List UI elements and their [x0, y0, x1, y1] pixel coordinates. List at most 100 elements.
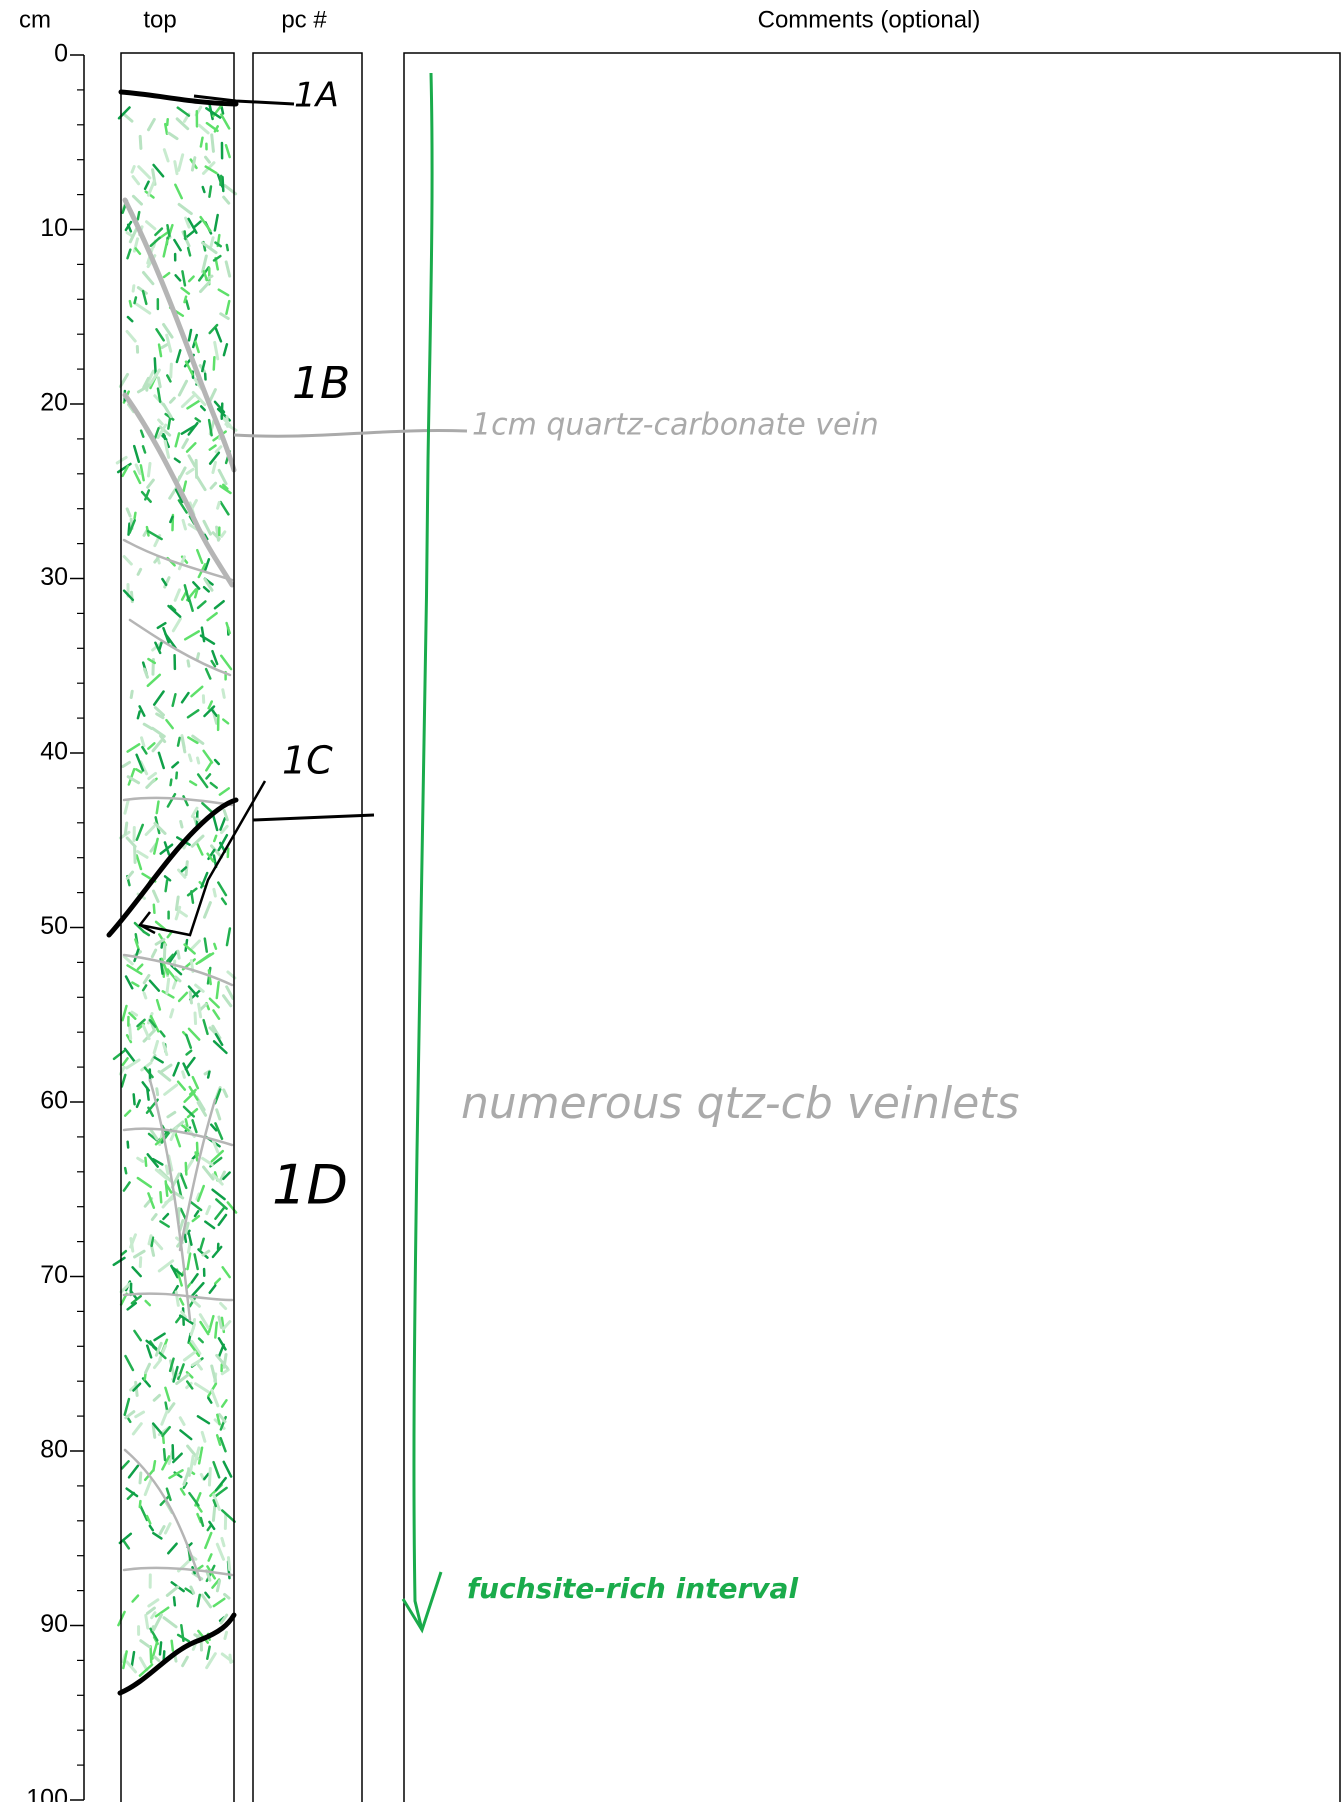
mineral-fleck	[212, 1460, 221, 1479]
mineral-fleck	[130, 1294, 142, 1305]
mineral-fleck	[179, 1172, 188, 1190]
mineral-fleck	[152, 903, 156, 915]
mineral-fleck	[138, 1656, 149, 1672]
mineral-fleck	[226, 1201, 238, 1214]
mineral-fleck	[215, 1542, 226, 1561]
mineral-fleck	[200, 241, 218, 255]
mineral-fleck	[146, 179, 156, 197]
mineral-fleck	[122, 954, 134, 966]
mineral-fleck	[174, 432, 181, 448]
mineral-fleck	[180, 1310, 187, 1319]
mineral-fleck	[187, 275, 195, 283]
mineral-fleck	[213, 1277, 222, 1285]
mineral-fleck	[142, 722, 154, 730]
mineral-fleck	[169, 604, 177, 612]
mineral-fleck	[147, 117, 156, 132]
mineral-fleck	[165, 1487, 172, 1502]
mineral-fleck	[156, 621, 167, 630]
mineral-fleck	[174, 895, 180, 912]
mineral-fleck	[158, 425, 172, 437]
mineral-fleck	[211, 812, 219, 832]
mineral-fleck	[139, 429, 145, 438]
depth-unit-header: cm	[19, 6, 51, 33]
mineral-fleck	[225, 927, 232, 947]
mineral-fleck	[188, 1085, 199, 1101]
depth-tick-label: 70	[40, 1261, 68, 1289]
mineral-fleck	[187, 328, 193, 342]
mineral-fleck	[217, 881, 228, 897]
mineral-fleck	[127, 1464, 140, 1479]
mineral-fleck	[154, 641, 162, 655]
mineral-fleck	[166, 374, 172, 383]
mineral-fleck	[151, 739, 163, 753]
mineral-fleck	[159, 1190, 163, 1204]
mineral-fleck	[191, 1075, 200, 1090]
mineral-fleck	[162, 271, 171, 279]
mineral-fleck	[194, 1151, 199, 1162]
mineral-fleck	[208, 451, 221, 465]
mineral-fleck	[166, 1542, 178, 1555]
mineral-fleck	[155, 998, 162, 1011]
depth-tick-label: 20	[40, 389, 68, 417]
mineral-fleck	[148, 1018, 157, 1028]
mineral-fleck	[177, 991, 189, 1003]
mineral-fleck	[148, 979, 161, 992]
mineral-fleck	[217, 468, 228, 486]
mineral-fleck	[169, 1008, 175, 1019]
mineral-fleck	[210, 659, 217, 668]
mineral-fleck	[184, 216, 191, 229]
mineral-fleck	[124, 1354, 135, 1372]
mineral-fleck	[159, 1063, 173, 1074]
mineral-fleck	[169, 1126, 179, 1142]
mineral-fleck	[176, 949, 181, 960]
depth-tick-label: 30	[40, 563, 68, 591]
mineral-fleck	[131, 175, 141, 186]
mineral-fleck	[180, 736, 187, 754]
mineral-fleck	[207, 969, 212, 986]
mineral-fleck	[190, 939, 201, 950]
mineral-fleck	[171, 1284, 179, 1296]
mineral-fleck	[211, 1024, 221, 1039]
mineral-fleck	[217, 1213, 228, 1227]
mineral-fleck	[159, 1495, 170, 1507]
mineral-fleck	[162, 1212, 170, 1221]
mineral-fleck	[122, 1181, 131, 1192]
mineral-fleck	[130, 165, 136, 174]
mineral-fleck	[148, 368, 161, 386]
mineral-fleck	[126, 743, 141, 753]
mineral-fleck	[211, 1173, 224, 1186]
mineral-fleck	[176, 106, 191, 117]
mineral-fleck	[141, 445, 147, 454]
piece-label: 1C	[282, 739, 333, 783]
mineral-fleck	[168, 1469, 184, 1480]
mineral-fleck	[155, 1087, 160, 1097]
mineral-fleck	[161, 1041, 169, 1057]
mineral-fleck	[132, 1093, 136, 1106]
depth-tick-label: 100	[26, 1785, 68, 1802]
mineral-fleck	[199, 1320, 210, 1336]
mineral-fleck	[210, 1388, 220, 1408]
mineral-fleck	[196, 1184, 205, 1203]
mineral-fleck	[149, 1015, 160, 1033]
mineral-fleck	[183, 630, 200, 641]
mineral-fleck	[207, 418, 213, 437]
mineral-fleck	[133, 470, 142, 485]
mineral-fleck	[125, 870, 135, 880]
mineral-fleck	[188, 1341, 201, 1357]
mineral-fleck	[160, 1409, 169, 1426]
mineral-fleck	[156, 376, 162, 389]
mineral-fleck	[136, 1156, 145, 1163]
mineral-fleck	[122, 1540, 131, 1550]
mineral-fleck	[142, 973, 151, 985]
mineral-fleck	[162, 239, 169, 258]
mineral-fleck	[180, 286, 191, 295]
mineral-fleck	[189, 1454, 195, 1474]
mineral-fleck	[120, 1460, 130, 1470]
mineral-fleck	[200, 871, 209, 889]
mineral-fleck	[207, 1314, 215, 1334]
mineral-fleck	[164, 1197, 174, 1205]
piece-label: 1A	[294, 76, 339, 116]
mineral-fleck	[214, 327, 223, 343]
mineral-fleck	[182, 1350, 197, 1362]
